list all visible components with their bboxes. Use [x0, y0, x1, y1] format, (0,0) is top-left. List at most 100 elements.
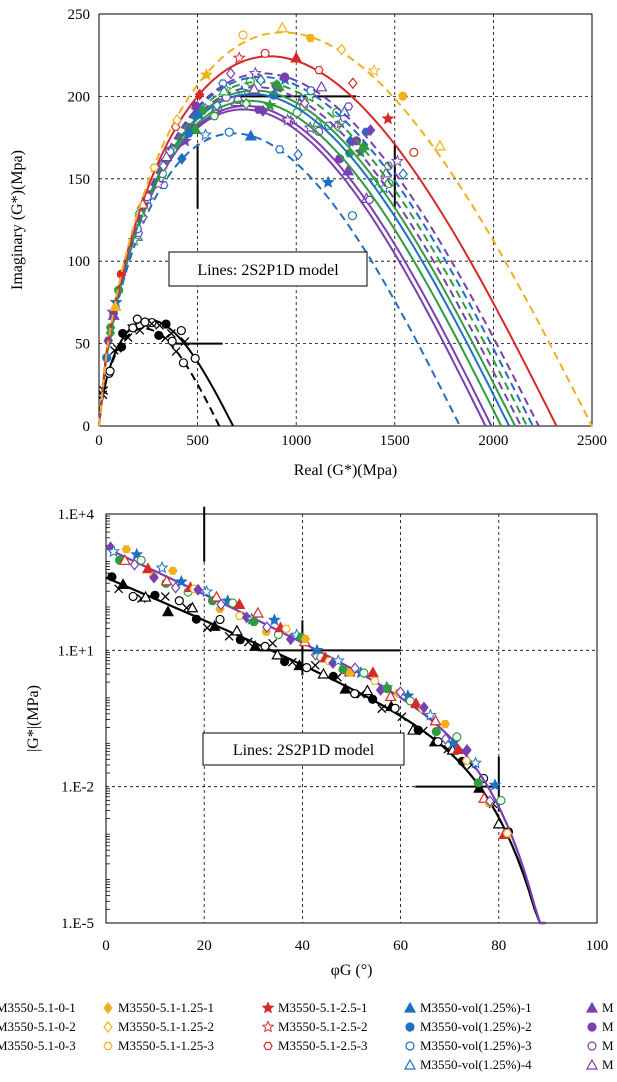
legend-marker [587, 1022, 597, 1032]
y-axis-label: |G*|(MPa) [25, 685, 42, 752]
x-tick-label: 40 [295, 938, 310, 954]
x-tick-label: 80 [491, 938, 506, 954]
data-point [331, 653, 345, 667]
data-point [461, 756, 472, 765]
data-point [423, 708, 437, 721]
data-point [178, 358, 189, 368]
data-point [208, 620, 221, 631]
data-point [147, 319, 157, 329]
legend-label: M [602, 1038, 614, 1053]
data-point [218, 79, 228, 88]
model-curve [98, 31, 593, 427]
data-point [271, 78, 282, 91]
data-point [141, 562, 154, 574]
y-tick-label: 1.E-5 [61, 916, 94, 932]
data-point [377, 704, 387, 714]
data-point [106, 544, 120, 558]
data-point [293, 659, 306, 671]
data-point [310, 660, 320, 670]
legend-marker [405, 1041, 415, 1051]
data-point [502, 829, 512, 838]
data-point [317, 667, 330, 679]
data-point [117, 578, 130, 590]
data-point [107, 572, 117, 582]
y-axis-label: Imaginary (G*)(Mpa) [9, 150, 26, 290]
cole-cole-plot [98, 13, 593, 427]
data-point [149, 163, 159, 172]
y-tick-label: 1.E+4 [58, 507, 95, 523]
data-point [390, 154, 404, 167]
data-point [199, 68, 213, 81]
data-point [348, 77, 358, 90]
data-point [336, 43, 347, 56]
data-point [244, 129, 257, 141]
x-tick-label: 1500 [380, 433, 410, 449]
data-point [338, 105, 351, 117]
data-point [116, 342, 127, 352]
model-curve [98, 72, 540, 427]
data-point [128, 591, 138, 602]
data-point [293, 148, 303, 161]
black-space-plot [105, 506, 598, 925]
data-point [280, 72, 290, 82]
data-point [190, 353, 200, 364]
data-point [366, 666, 379, 678]
annotation-box [202, 732, 405, 766]
data-point [267, 613, 281, 626]
model-curve [98, 86, 522, 427]
data-point [186, 601, 199, 613]
data-point [174, 574, 188, 588]
x-tick-label: 0 [102, 938, 110, 954]
data-point [249, 617, 259, 627]
legend-label: M3550-5.1-1.25-1 [118, 1000, 214, 1015]
data-point [191, 101, 201, 110]
data-point [485, 795, 495, 808]
data-point [260, 48, 270, 58]
data-point [343, 102, 354, 111]
legend-label: M [602, 1019, 614, 1034]
plot-frame [98, 13, 593, 427]
data-point [398, 168, 408, 181]
data-point [180, 337, 190, 347]
legend-marker [585, 1058, 599, 1070]
data-point [171, 346, 181, 356]
legend-marker [405, 1022, 415, 1032]
data-point [160, 150, 173, 162]
data-point [140, 317, 150, 327]
legend-marker [585, 1001, 599, 1013]
x-tick-label: 60 [393, 938, 408, 954]
data-point [359, 668, 369, 678]
data-point [209, 111, 220, 121]
data-point [263, 98, 277, 111]
annotation-text: Lines: 2S2P1D model [197, 262, 339, 279]
data-point [303, 89, 317, 103]
x-tick-label: 100 [586, 938, 609, 954]
data-point [300, 634, 311, 644]
data-point [128, 323, 138, 333]
legend-marker [587, 1041, 597, 1051]
data-point [193, 583, 203, 596]
data-point [177, 152, 187, 165]
legend-marker [403, 1001, 417, 1013]
data-point [451, 743, 464, 754]
data-point [315, 80, 328, 92]
data-point [431, 726, 441, 737]
y-tick-label: 150 [68, 172, 91, 188]
data-point [397, 712, 407, 722]
data-point [314, 66, 324, 75]
legend-label: M3550-vol(1.25%)-1 [420, 1000, 532, 1015]
data-point [440, 719, 450, 729]
legend-label: M3550-5.1-0-2 [0, 1019, 76, 1034]
data-point [350, 689, 360, 699]
data-point [189, 123, 202, 134]
data-point [161, 319, 171, 329]
data-point [365, 124, 376, 137]
data-point [367, 63, 381, 77]
data-point [161, 605, 175, 617]
x-tick-label: 0 [95, 433, 103, 449]
data-point [260, 641, 270, 651]
data-point [217, 84, 231, 96]
x-tick-label: 20 [197, 938, 212, 954]
data-point [232, 51, 246, 64]
